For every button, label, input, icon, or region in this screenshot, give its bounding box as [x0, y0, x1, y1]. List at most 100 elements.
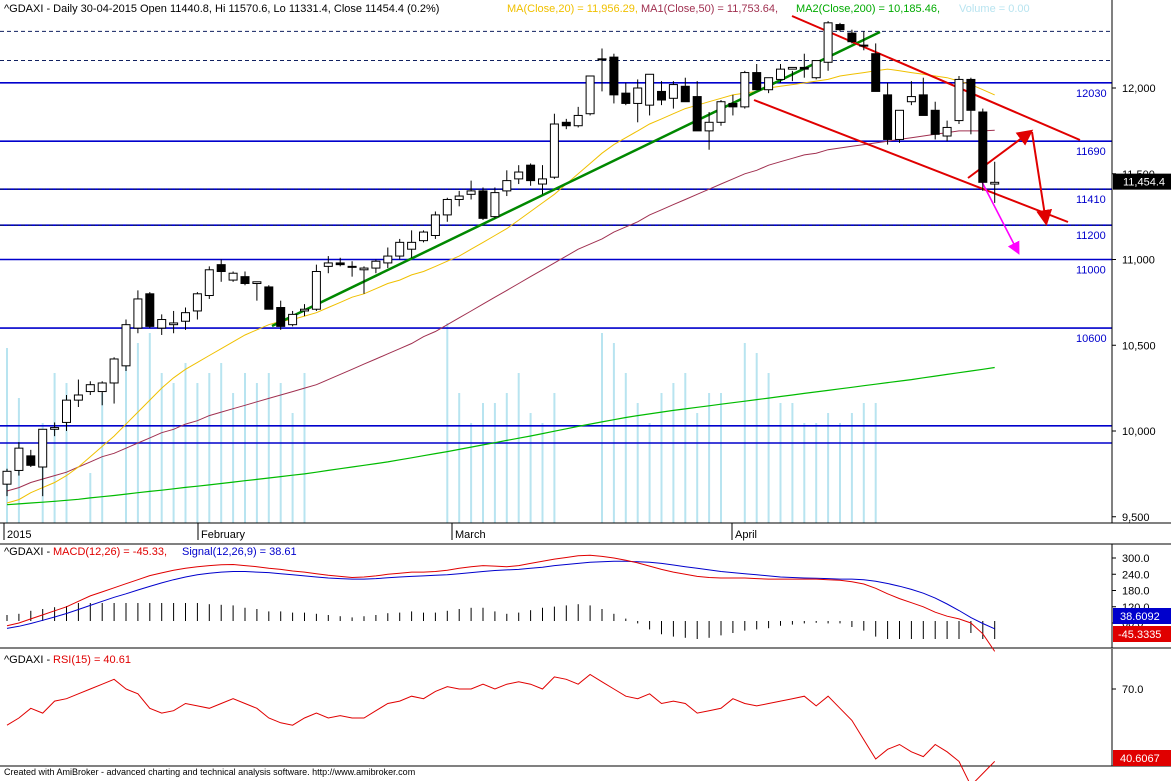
bull-candle-body [811, 60, 821, 79]
candle [526, 163, 536, 186]
candle [668, 81, 678, 109]
rsi-label: RSI(15) = 40.61 [53, 654, 131, 666]
bull-candle-body [764, 77, 774, 91]
bull-candle-body [192, 293, 202, 312]
bear-candle-body [264, 286, 274, 310]
candle [680, 77, 690, 103]
candle [787, 66, 797, 82]
bull-candle-body [169, 322, 179, 326]
macd-line [6, 554, 996, 652]
bull-candle-body [466, 190, 476, 195]
bear-candle-body [526, 164, 536, 182]
bull-candle-body [157, 319, 167, 329]
macd-signal-value: 38.6092 [1120, 611, 1160, 623]
candle [835, 22, 845, 32]
candle [157, 314, 167, 335]
candle [478, 187, 488, 221]
rsi-panel: 70.0 40.6067 ^GDAXI - RSI(15) = 40.61 [0, 649, 1171, 781]
rsi-axis: 70.0 40.6067 [1112, 684, 1171, 766]
bull-candle-body [419, 231, 428, 242]
bull-candle-body [359, 267, 369, 271]
bear-candle-body [930, 109, 940, 135]
candle [395, 238, 405, 260]
bull-candle-body [311, 271, 321, 310]
bull-candle-body [502, 180, 512, 192]
bull-candle-body [442, 198, 452, 216]
bear-candle-body [752, 72, 762, 91]
candlesticks [2, 21, 1000, 497]
macd-signal-line [6, 560, 995, 630]
bull-candle-body [776, 68, 785, 80]
candle [966, 77, 976, 135]
candle [847, 29, 857, 44]
price-axis: 12,00011,50011,00010,50010,0009,50011,45… [1112, 83, 1171, 524]
bear-candle-body [561, 121, 571, 127]
candle [419, 230, 428, 243]
candle [621, 82, 631, 106]
bull-candle-body [906, 96, 916, 103]
trendlines [271, 15, 1081, 328]
candle [73, 379, 83, 407]
bear-candle-body [609, 56, 619, 96]
price-header: ^GDAXI - Daily 30-04-2015 Open 11440.8, … [4, 3, 1030, 15]
bear-candle-body [918, 94, 928, 116]
macd-lines [6, 554, 996, 652]
candle [645, 73, 655, 116]
bull-candle-body [204, 269, 214, 297]
macd-value-box [1113, 626, 1171, 642]
candle [311, 264, 321, 311]
macd-tick-label: 240.0 [1122, 569, 1150, 581]
candle [276, 300, 286, 330]
moving-averages [6, 68, 995, 506]
bear-candle-body [847, 32, 857, 43]
bull-candle-body [823, 22, 833, 63]
bull-candle-body [585, 75, 595, 115]
candle [716, 100, 726, 126]
macd-tick-label: 300.0 [1122, 553, 1150, 565]
last-price-label: 11,454.4 [1123, 177, 1165, 189]
bear-candle-body [335, 262, 345, 266]
bull-candle-body [645, 73, 655, 106]
projection-arrow-down [1031, 131, 1053, 226]
candle [2, 468, 12, 497]
rsi-value-box [1113, 750, 1171, 766]
candle [764, 77, 774, 94]
bull-candle-body [73, 394, 83, 401]
bear-candle-body [657, 90, 666, 101]
candle [906, 81, 916, 106]
macd-value: -45.3335 [1118, 629, 1161, 641]
bear-candle-body [799, 66, 809, 70]
candle [466, 180, 476, 200]
bear-candle-body [145, 293, 155, 327]
candle [62, 394, 71, 431]
bull-candle-body [371, 260, 381, 269]
date-label: April [735, 529, 757, 541]
candle [371, 259, 381, 274]
bull-candle-body [228, 272, 238, 281]
candle [323, 256, 333, 274]
bear-candle-body [240, 276, 250, 285]
candle [502, 170, 512, 197]
candle [145, 292, 155, 329]
candle [918, 77, 928, 116]
candle [871, 43, 881, 92]
candle [561, 118, 571, 130]
bull-candle-body [538, 178, 547, 185]
bear-candle-body [26, 455, 36, 466]
candle [490, 187, 500, 219]
price-summary: ^GDAXI - Daily 30-04-2015 Open 11440.8, … [4, 3, 439, 15]
channel-upper-line [791, 15, 1081, 141]
candle [728, 94, 738, 116]
macd-histogram [6, 603, 996, 639]
candle [573, 106, 583, 128]
price-tick-label: 9,500 [1122, 512, 1150, 524]
ma20-line [6, 68, 995, 504]
price-tick-label: 12,000 [1122, 83, 1156, 95]
candle [240, 271, 250, 286]
candle [657, 81, 666, 106]
candle [585, 75, 595, 116]
date-axis: 2015 February March April [3, 523, 757, 541]
candle [454, 190, 464, 207]
